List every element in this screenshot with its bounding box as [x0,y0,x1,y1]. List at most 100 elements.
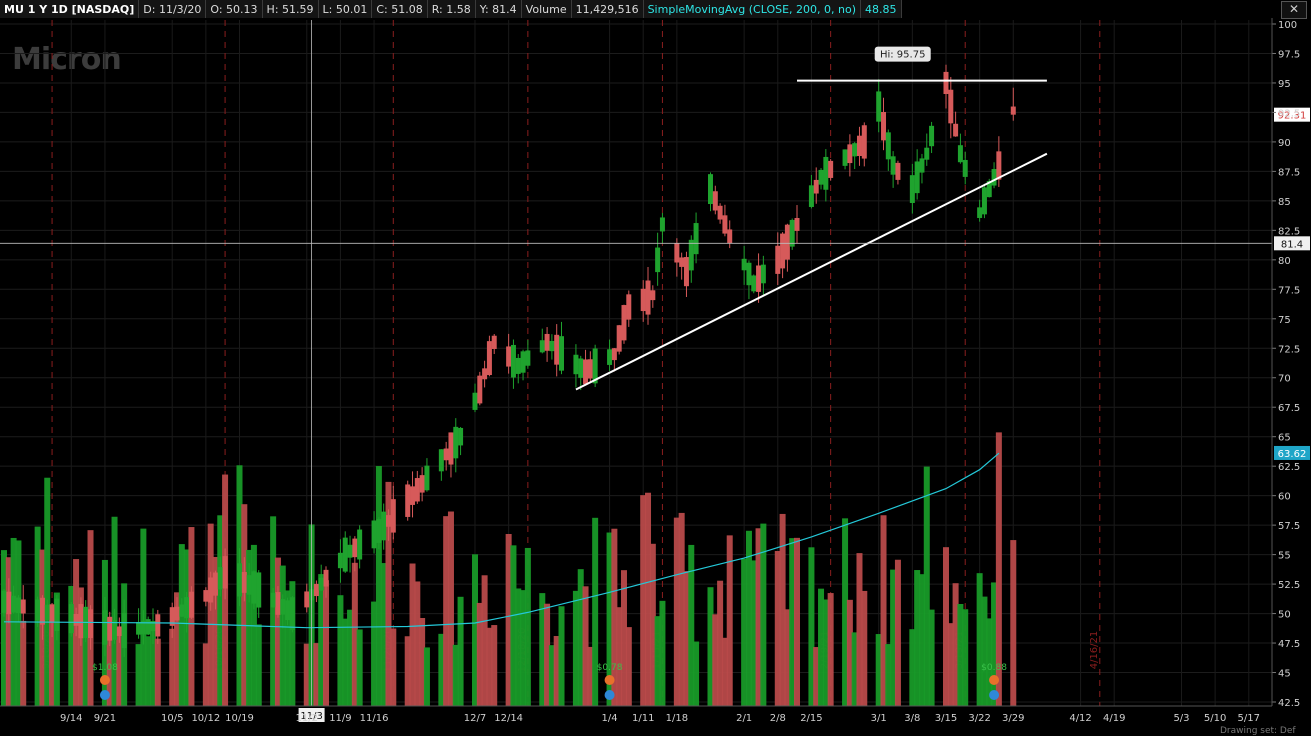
volume-bar [1010,540,1017,706]
volume-bar [279,565,286,706]
volume-bar [991,582,998,706]
hi-bubble-text: Hi: 95.75 [880,50,925,61]
candle-body [424,465,430,491]
candle-body [222,556,228,589]
volume-bar [678,512,685,706]
candle-body [270,592,276,608]
candle-body [381,511,387,541]
candle-body [784,224,790,260]
candle-body [275,592,281,615]
x-tick-label: 1/18 [666,713,688,724]
candle-body [659,217,665,232]
candle-body [616,325,622,352]
volume-label[interactable]: Volume [522,0,572,18]
candle-body [794,217,800,231]
volume-bar [616,607,623,706]
volume-bar [625,627,632,706]
volume-value: 11,429,516 [572,0,644,18]
candle-body [919,158,925,173]
x-tick-label: 5/17 [1238,713,1260,724]
candle-body [914,161,920,194]
volume-bar [760,523,767,706]
volume-bar [592,517,599,706]
volume-bar [255,624,262,706]
candle-body [583,359,589,385]
candle-body [525,350,531,366]
volume-bar [942,547,949,706]
volume-bar [640,495,647,706]
candle-body [640,288,646,312]
drawing-set-label: Drawing set: Def [1220,726,1296,736]
candle-body [962,159,968,177]
y-tick-label: 70 [1278,374,1291,385]
crosshair-price-tag-text: 81.4 [1281,239,1303,250]
close-icon[interactable]: ✕ [1281,1,1307,19]
volume-bar [861,590,868,706]
y-tick-label: 72.5 [1278,344,1300,355]
candle-body [856,135,862,156]
x-tick-label: 3/29 [1002,713,1024,724]
volume-bar [491,625,498,706]
candle-body [746,262,752,286]
volume-bar [5,557,12,706]
volume-bar [303,643,310,706]
candle-body [337,552,343,569]
y-tick-label: 97.5 [1278,49,1300,60]
volume-bar [995,432,1002,706]
volume-bar [741,558,748,706]
close-readout: C: 51.08 [372,0,428,18]
candle-body [458,427,464,446]
y-tick-label: 60 [1278,492,1291,503]
candle-body [174,606,180,621]
candle-body [852,143,858,157]
volume-bar [169,628,176,706]
volume-bar [986,618,993,706]
candle-body [347,544,353,558]
volume-bar [774,551,781,706]
volume-bar [135,644,142,706]
x-tick-label: 3/8 [904,713,920,724]
volume-bar [385,481,392,706]
candle-body [760,264,766,284]
volume-bar [649,543,656,706]
hi-bubble [874,46,931,62]
volume-bar [241,504,248,706]
volume-bar [784,609,791,706]
symbol-label[interactable]: MU 1 Y 1D [NASDAQ] [0,0,140,18]
candle-body [655,247,661,273]
candle-body [140,620,146,635]
candle-body [251,571,257,604]
volume-bar [375,466,382,706]
y-tick-label: 95 [1278,79,1291,90]
dividend-icon [604,690,615,700]
sma-label[interactable]: SimpleMovingAvg (CLOSE, 200, 0, no) [644,0,862,18]
y-tick-label: 100 [1278,20,1297,31]
y-tick-label: 87.5 [1278,167,1300,178]
volume-bar [476,602,483,706]
volume-bar [1,550,7,706]
volume-bar [923,466,930,706]
dividend-icon [989,690,1000,700]
volume-bar [149,627,156,706]
volume-bar [909,629,916,706]
candle-body [929,125,935,147]
volume-bar [981,596,988,706]
x-tick-label: 5/3 [1173,713,1189,724]
volume-bar [856,553,863,706]
volume-bar [419,618,426,706]
candle-body [184,597,190,619]
candle-body [78,604,84,639]
sma-price-tag [1274,445,1310,460]
candle-body [510,344,516,378]
candle-body [73,613,79,626]
candle-body [285,600,291,621]
volume-bar [957,603,964,706]
volume-bar [145,636,152,706]
candle-body [236,563,242,597]
candle-body [991,169,997,186]
volume-bar [572,590,579,706]
volume-bar [246,549,253,706]
candle-body [390,499,396,533]
volume-bar [524,547,531,706]
